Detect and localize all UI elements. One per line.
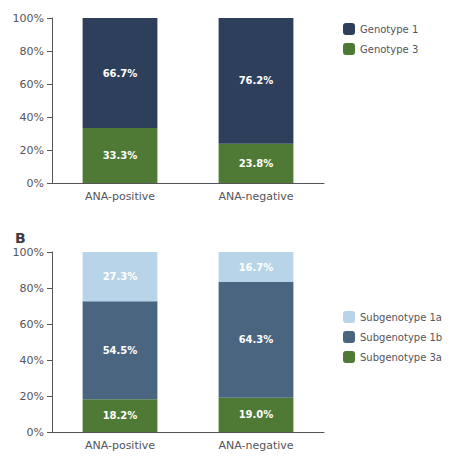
svg-text:20%: 20% xyxy=(20,390,44,403)
svg-text:ANA-positive: ANA-positive xyxy=(85,190,155,203)
svg-text:27.3%: 27.3% xyxy=(103,271,138,282)
svg-text:66.7%: 66.7% xyxy=(103,68,138,79)
svg-text:0%: 0% xyxy=(27,177,44,190)
svg-text:Subgenotype 3a: Subgenotype 3a xyxy=(360,352,442,363)
svg-text:Subgenotype 1b: Subgenotype 1b xyxy=(360,332,442,343)
svg-text:80%: 80% xyxy=(20,282,44,295)
svg-text:33.3%: 33.3% xyxy=(103,150,138,161)
svg-text:16.7%: 16.7% xyxy=(239,262,274,273)
svg-text:Subgenotype 1a: Subgenotype 1a xyxy=(360,312,442,323)
svg-text:54.5%: 54.5% xyxy=(103,345,138,356)
svg-text:100%: 100% xyxy=(13,246,44,259)
svg-text:ANA-negative: ANA-negative xyxy=(218,439,293,452)
svg-text:23.8%: 23.8% xyxy=(239,158,274,169)
svg-text:20%: 20% xyxy=(20,144,44,157)
svg-text:0%: 0% xyxy=(27,426,44,439)
svg-text:64.3%: 64.3% xyxy=(239,334,274,345)
svg-text:19.0%: 19.0% xyxy=(239,409,274,420)
svg-text:60%: 60% xyxy=(20,318,44,331)
svg-text:ANA-positive: ANA-positive xyxy=(85,439,155,452)
svg-text:B: B xyxy=(15,230,26,246)
svg-text:18.2%: 18.2% xyxy=(103,410,138,421)
svg-text:Genotype 3: Genotype 3 xyxy=(360,44,418,55)
svg-text:Genotype 1: Genotype 1 xyxy=(360,24,418,35)
svg-text:76.2%: 76.2% xyxy=(239,75,274,86)
svg-text:40%: 40% xyxy=(20,354,44,367)
svg-text:60%: 60% xyxy=(20,78,44,91)
svg-text:40%: 40% xyxy=(20,111,44,124)
svg-text:100%: 100% xyxy=(13,12,44,25)
svg-text:80%: 80% xyxy=(20,45,44,58)
svg-text:ANA-negative: ANA-negative xyxy=(218,190,293,203)
